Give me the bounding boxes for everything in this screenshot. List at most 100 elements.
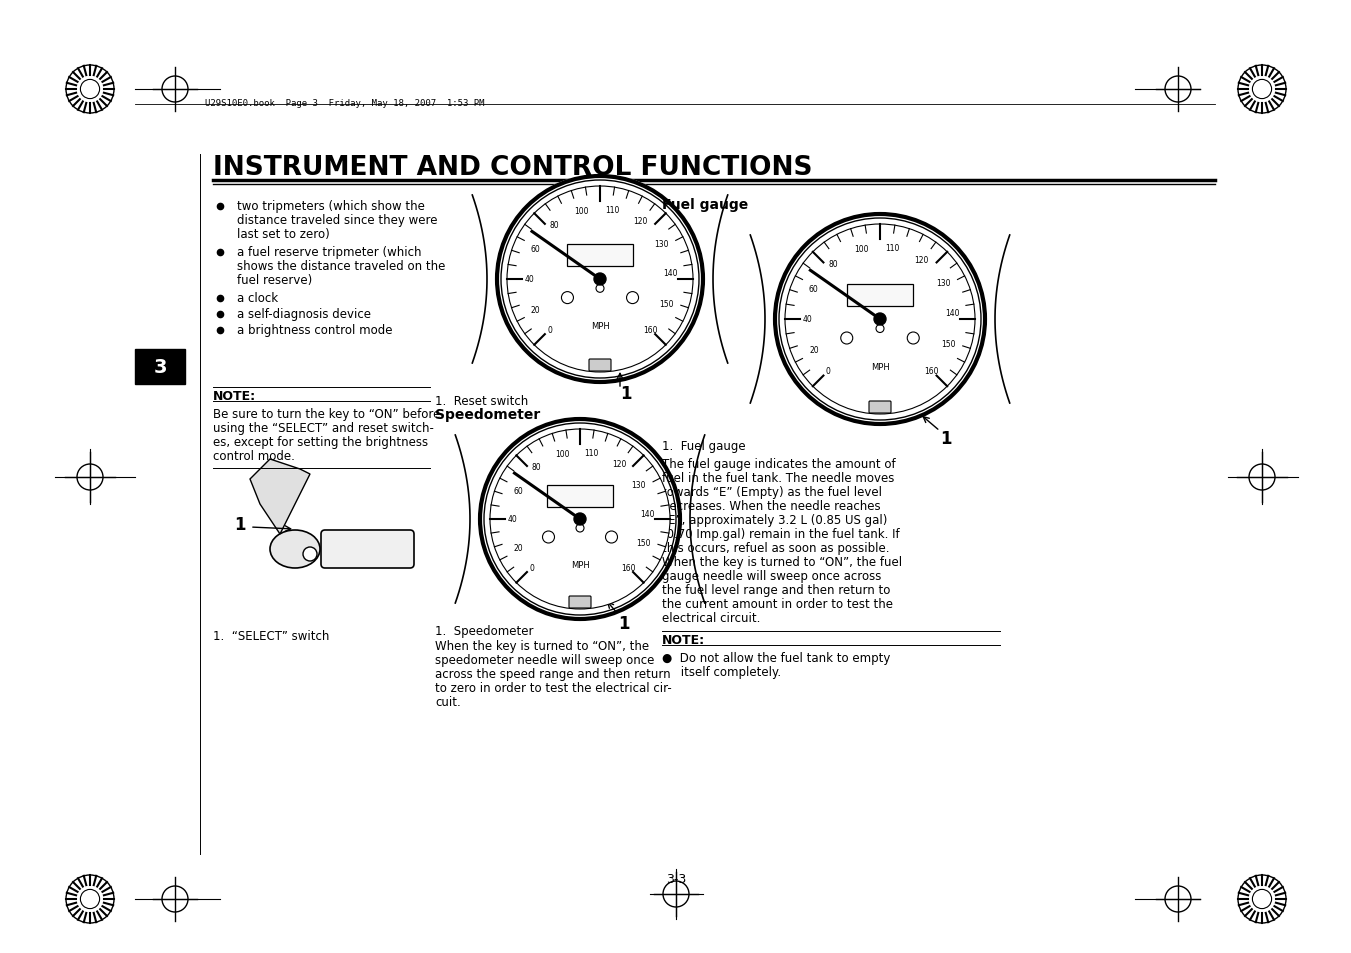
Text: fuel reserve): fuel reserve) xyxy=(236,274,312,287)
Text: cuit.: cuit. xyxy=(435,696,461,708)
FancyBboxPatch shape xyxy=(322,531,413,568)
Text: 1.  Fuel gauge: 1. Fuel gauge xyxy=(662,439,746,453)
Text: 120: 120 xyxy=(612,459,627,468)
Circle shape xyxy=(773,213,988,427)
Text: es, except for setting the brightness: es, except for setting the brightness xyxy=(213,436,428,449)
Text: 0: 0 xyxy=(825,367,831,375)
Text: MPH: MPH xyxy=(590,322,609,331)
Text: 1.  “SELECT” switch: 1. “SELECT” switch xyxy=(213,629,330,642)
Text: 60: 60 xyxy=(531,245,540,254)
Text: INSTRUMENT AND CONTROL FUNCTIONS: INSTRUMENT AND CONTROL FUNCTIONS xyxy=(213,154,812,181)
Text: 60: 60 xyxy=(513,486,523,496)
Text: 120: 120 xyxy=(915,255,929,264)
Circle shape xyxy=(594,274,607,286)
Text: The fuel gauge indicates the amount of: The fuel gauge indicates the amount of xyxy=(662,457,896,471)
Text: two tripmeters (which show the: two tripmeters (which show the xyxy=(236,200,424,213)
Circle shape xyxy=(627,293,639,304)
Text: shows the distance traveled on the: shows the distance traveled on the xyxy=(236,260,446,273)
Text: this occurs, refuel as soon as possible.: this occurs, refuel as soon as possible. xyxy=(662,541,889,555)
Text: Be sure to turn the key to “ON” before: Be sure to turn the key to “ON” before xyxy=(213,408,440,420)
Circle shape xyxy=(574,514,586,525)
Circle shape xyxy=(605,532,617,543)
Text: towards “E” (Empty) as the fuel level: towards “E” (Empty) as the fuel level xyxy=(662,485,882,498)
Text: 40: 40 xyxy=(507,515,517,524)
Text: 1: 1 xyxy=(234,516,246,534)
Text: 20: 20 xyxy=(513,543,523,553)
Text: 60: 60 xyxy=(809,284,819,294)
Text: 160: 160 xyxy=(621,563,635,572)
Text: 160: 160 xyxy=(924,367,939,375)
Text: 1.  Reset switch: 1. Reset switch xyxy=(435,395,528,408)
Circle shape xyxy=(596,285,604,293)
Text: decreases. When the needle reaches: decreases. When the needle reaches xyxy=(662,499,881,513)
Text: 110: 110 xyxy=(585,448,598,457)
Text: 140: 140 xyxy=(640,509,655,518)
Text: NOTE:: NOTE: xyxy=(213,390,257,402)
Text: 20: 20 xyxy=(531,305,540,314)
Circle shape xyxy=(1252,80,1271,99)
Text: 150: 150 xyxy=(659,299,674,309)
Text: 130: 130 xyxy=(936,278,951,288)
Circle shape xyxy=(303,547,317,561)
Text: 160: 160 xyxy=(643,325,658,335)
Circle shape xyxy=(507,187,693,373)
Circle shape xyxy=(875,325,884,334)
Text: itself completely.: itself completely. xyxy=(662,665,781,679)
FancyBboxPatch shape xyxy=(135,350,185,385)
Text: 150: 150 xyxy=(636,538,651,547)
Circle shape xyxy=(543,532,554,543)
Circle shape xyxy=(81,889,100,908)
Circle shape xyxy=(908,333,919,345)
Text: 140: 140 xyxy=(663,269,678,278)
Text: fuel in the fuel tank. The needle moves: fuel in the fuel tank. The needle moves xyxy=(662,472,894,484)
Circle shape xyxy=(840,333,852,345)
Text: using the “SELECT” and reset switch-: using the “SELECT” and reset switch- xyxy=(213,421,434,435)
Text: 100: 100 xyxy=(854,245,869,253)
Circle shape xyxy=(494,174,705,385)
Text: 40: 40 xyxy=(802,315,812,324)
Text: 100: 100 xyxy=(574,207,589,215)
Text: the current amount in order to test the: the current amount in order to test the xyxy=(662,598,893,610)
Text: 80: 80 xyxy=(550,221,559,230)
Text: 100: 100 xyxy=(555,450,570,458)
Text: electrical circuit.: electrical circuit. xyxy=(662,612,761,624)
FancyBboxPatch shape xyxy=(589,359,611,372)
Text: 1: 1 xyxy=(617,615,630,633)
Text: a self-diagnosis device: a self-diagnosis device xyxy=(236,308,372,320)
Text: 80: 80 xyxy=(828,259,838,269)
Text: 0: 0 xyxy=(547,325,553,335)
Text: 1: 1 xyxy=(620,385,631,402)
Text: MPH: MPH xyxy=(870,363,889,372)
Text: 0: 0 xyxy=(530,563,535,572)
Circle shape xyxy=(874,314,886,326)
Text: 110: 110 xyxy=(885,243,900,253)
Text: speedometer needle will sweep once: speedometer needle will sweep once xyxy=(435,654,654,666)
Text: to zero in order to test the electrical cir-: to zero in order to test the electrical … xyxy=(435,681,671,695)
Text: ●  Do not allow the fuel tank to empty: ● Do not allow the fuel tank to empty xyxy=(662,651,890,664)
Text: a brightness control mode: a brightness control mode xyxy=(236,324,393,336)
FancyBboxPatch shape xyxy=(847,284,913,307)
Polygon shape xyxy=(250,459,309,535)
Text: last set to zero): last set to zero) xyxy=(236,228,330,241)
Circle shape xyxy=(1252,889,1271,908)
Text: Fuel gauge: Fuel gauge xyxy=(662,198,748,212)
Text: (0.70 Imp.gal) remain in the fuel tank. If: (0.70 Imp.gal) remain in the fuel tank. … xyxy=(662,527,900,540)
FancyBboxPatch shape xyxy=(567,245,634,267)
Ellipse shape xyxy=(270,531,320,568)
Text: When the key is turned to “ON”, the fuel: When the key is turned to “ON”, the fuel xyxy=(662,556,902,568)
Circle shape xyxy=(785,225,975,415)
FancyBboxPatch shape xyxy=(869,401,892,414)
FancyBboxPatch shape xyxy=(569,597,590,608)
Text: “E”, approximately 3.2 L (0.85 US gal): “E”, approximately 3.2 L (0.85 US gal) xyxy=(662,514,888,526)
Text: across the speed range and then return: across the speed range and then return xyxy=(435,667,670,680)
Circle shape xyxy=(478,417,682,621)
Circle shape xyxy=(81,80,100,99)
Text: 130: 130 xyxy=(654,240,669,249)
Text: 40: 40 xyxy=(524,275,534,284)
Text: 80: 80 xyxy=(531,463,542,472)
Text: 1.  Speedometer: 1. Speedometer xyxy=(435,624,534,638)
FancyBboxPatch shape xyxy=(547,485,613,507)
Text: 150: 150 xyxy=(942,340,957,349)
Text: 140: 140 xyxy=(946,309,961,317)
Text: 1: 1 xyxy=(940,430,951,448)
